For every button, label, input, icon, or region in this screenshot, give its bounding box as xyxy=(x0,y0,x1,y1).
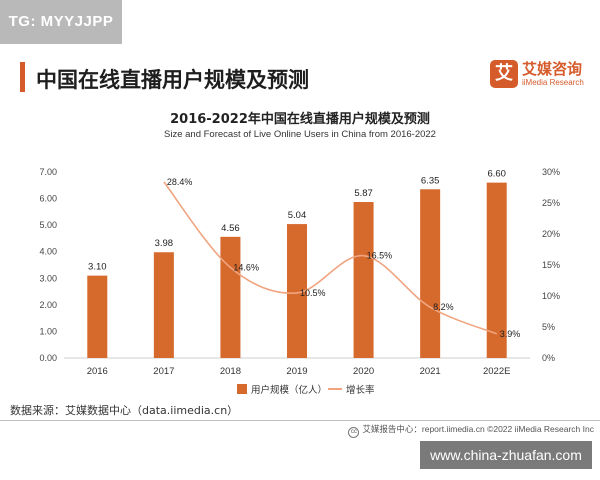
bar xyxy=(486,182,507,358)
bar xyxy=(153,252,174,358)
x-tick-label: 2020 xyxy=(353,366,374,377)
y-right-tick-label: 25% xyxy=(542,198,560,208)
brand-name-en: iiMedia Research xyxy=(522,78,584,87)
bar xyxy=(87,275,108,358)
y-left-tick-label: 4.00 xyxy=(39,247,57,257)
bar-value-label: 6.35 xyxy=(421,175,440,186)
y-right-tick-label: 30% xyxy=(542,167,560,177)
footer-divider xyxy=(0,420,600,421)
chart-title: 2016-2022年中国在线直播用户规模及预测 xyxy=(170,112,430,127)
brand-name-cn: 艾媒咨询 xyxy=(522,60,583,78)
footer-credit: cc 艾媒报告中心：report.iimedia.cn ©2022 iiMedia… xyxy=(348,423,594,438)
legend-bar-label: 用户规模（亿人） xyxy=(251,384,327,396)
x-tick-label: 2018 xyxy=(220,366,241,377)
x-tick-label: 2019 xyxy=(286,366,307,377)
page-title: 中国在线直播用户规模及预测 xyxy=(36,68,309,92)
y-right-tick-label: 15% xyxy=(542,260,560,270)
bar-value-label: 3.10 xyxy=(88,262,107,273)
line-value-label: 16.5% xyxy=(367,251,393,261)
legend-line-label: 增长率 xyxy=(346,384,375,396)
line-value-label: 8.2% xyxy=(433,302,454,312)
y-right-tick-label: 20% xyxy=(542,229,560,239)
y-left-tick-label: 7.00 xyxy=(39,167,57,177)
line-value-label: 28.4% xyxy=(167,177,193,187)
copyright-icon: cc xyxy=(348,427,360,438)
line-value-label: 10.5% xyxy=(300,288,326,298)
bar-value-label: 6.60 xyxy=(487,169,506,180)
bar-value-label: 4.56 xyxy=(221,223,240,234)
chart-subtitle: Size and Forecast of Live Online Users i… xyxy=(164,129,436,140)
y-left-tick-label: 2.00 xyxy=(39,300,57,310)
title-accent-bar xyxy=(20,62,25,92)
y-left-tick-label: 3.00 xyxy=(39,273,57,283)
combo-chart: 0.00 1.00 2.00 3.00 4.00 5.00 6.00 7.00 0% 5% 10% 1… xyxy=(39,167,560,396)
brand-logo: 艾 艾媒咨询 iiMedia Research xyxy=(490,58,590,94)
y-left-tick-label: 0.00 xyxy=(39,353,57,363)
site-watermark: www.china-zhuafan.com xyxy=(420,441,592,469)
x-tick-label: 2021 xyxy=(420,366,441,377)
y-right-tick-label: 10% xyxy=(542,291,560,301)
x-tick-label: 2017 xyxy=(153,366,174,377)
bar xyxy=(420,189,441,358)
data-source-note: 数据来源：艾媒数据中心（data.iimedia.cn） xyxy=(10,404,239,417)
bar-value-label: 3.98 xyxy=(155,238,174,249)
bar xyxy=(220,236,241,358)
line-value-label: 14.6% xyxy=(233,262,259,272)
x-tick-label: 2022E xyxy=(483,366,510,377)
brand-logo-icon: 艾 xyxy=(490,60,518,88)
line-value-label: 3.9% xyxy=(500,329,521,339)
y-left-tick-label: 6.00 xyxy=(39,194,57,204)
bar-value-label: 5.87 xyxy=(354,188,373,199)
bar-value-label: 5.04 xyxy=(288,210,307,221)
y-left-tick-label: 5.00 xyxy=(39,220,57,230)
y-left-tick-label: 1.00 xyxy=(39,326,57,336)
x-tick-label: 2016 xyxy=(87,366,108,377)
bar xyxy=(353,202,374,358)
y-right-tick-label: 5% xyxy=(542,322,555,332)
tg-badge: TG: MYYJJPP xyxy=(0,0,122,44)
growth-rate-line xyxy=(163,181,498,335)
y-right-tick-label: 0% xyxy=(542,353,555,363)
bar xyxy=(287,224,307,358)
footer-credit-text: 艾媒报告中心：report.iimedia.cn ©2022 iiMedia R… xyxy=(362,424,594,434)
legend-bar-swatch xyxy=(237,384,247,394)
